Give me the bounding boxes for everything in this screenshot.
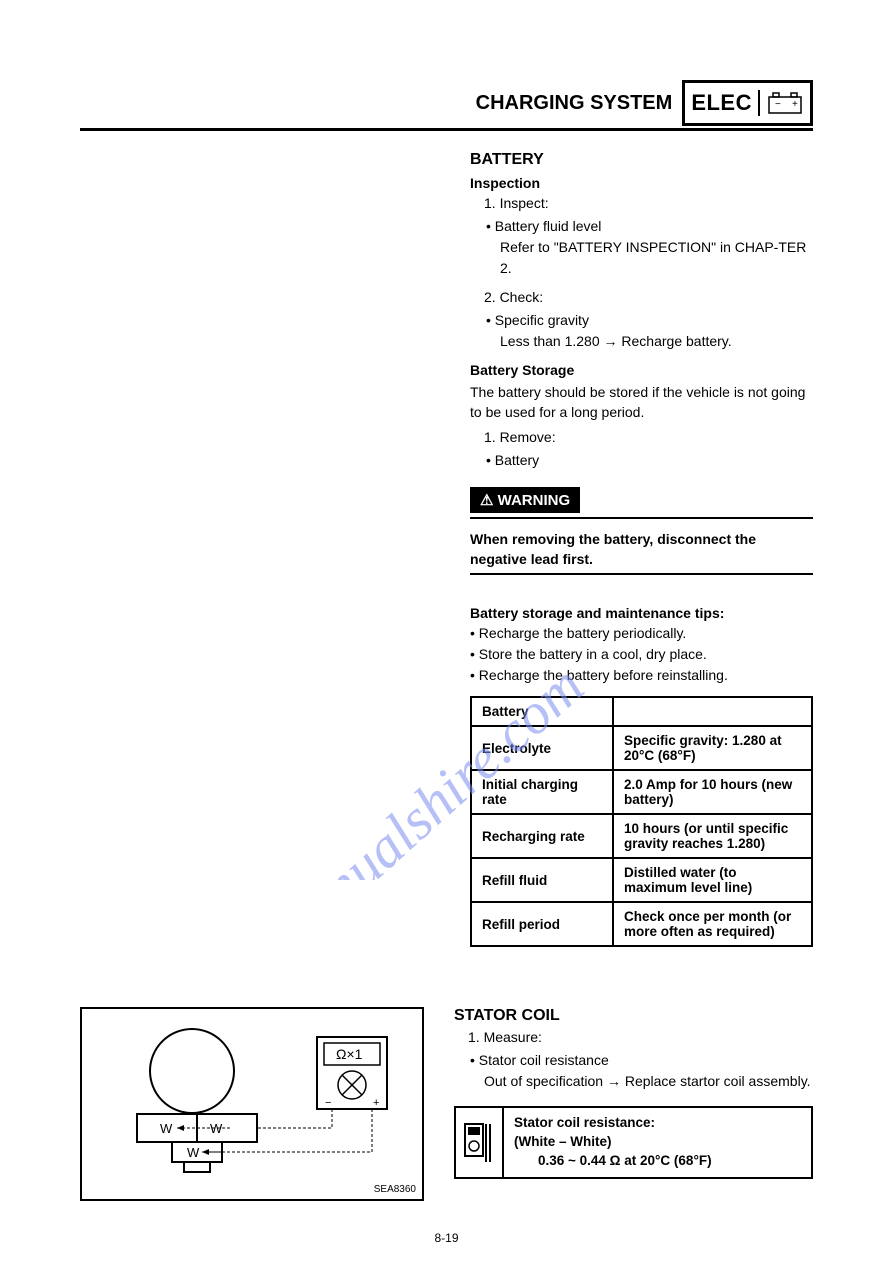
svg-text:W: W	[160, 1121, 173, 1136]
svg-text:Ω×1: Ω×1	[336, 1046, 363, 1062]
svg-text:W: W	[210, 1121, 223, 1136]
table-row: Initial charging rate 2.0 Amp for 10 hou…	[471, 770, 812, 814]
table-row: Refill fluid Distilled water (to maximum…	[471, 858, 812, 902]
warning-bottom-rule	[470, 573, 813, 575]
svg-text:−: −	[325, 1097, 331, 1109]
table-row: Electrolyte Specific gravity: 1.280 at 2…	[471, 726, 812, 770]
cell-label: Refill period	[471, 902, 613, 946]
header-box: ELEC − +	[682, 80, 813, 126]
header-title: CHARGING SYSTEM	[476, 92, 673, 115]
cell-label: Refill fluid	[471, 858, 613, 902]
main-content: BATTERY Inspection 1. Inspect: Battery f…	[470, 151, 813, 947]
battery-heading: BATTERY	[470, 151, 813, 169]
inspect-step2-detail: Less than 1.280 → Recharge battery.	[500, 331, 813, 352]
multimeter-icon	[456, 1108, 504, 1177]
resistance-heading: Stator coil resistance:	[514, 1114, 712, 1133]
inspect-step2-bullet: Specific gravity	[500, 310, 813, 331]
stator-heading: STATOR COIL	[454, 1007, 813, 1025]
svg-text:−: −	[775, 99, 781, 110]
cell-value	[613, 697, 812, 726]
stator-detail: Out of specification → Replace startor c…	[484, 1071, 813, 1092]
cell-value: Specific gravity: 1.280 at 20°C (68°F)	[613, 726, 812, 770]
inspect-step1-ref: Refer to "BATTERY INSPECTION" in CHAP-TE…	[500, 237, 813, 279]
stator-step1: 1. Measure:	[468, 1027, 813, 1048]
tips-heading: Battery storage and maintenance tips:	[470, 605, 813, 621]
svg-text:W: W	[187, 1145, 200, 1160]
storage-text: The battery should be stored if the vehi…	[470, 382, 813, 423]
stator-diagram: W W W Ω×1 − + SEA8360	[80, 1007, 424, 1201]
table-row: Recharging rate 10 hours (or until speci…	[471, 814, 812, 858]
warning-text: When removing the battery, disconnect th…	[470, 529, 813, 570]
header-box-label: ELEC	[685, 90, 760, 116]
cell-label: Initial charging rate	[471, 770, 613, 814]
stator-section: STATOR COIL 1. Measure: Stator coil resi…	[454, 1007, 813, 1201]
cell-value: 2.0 Amp for 10 hours (new battery)	[613, 770, 812, 814]
warning-label: ⚠ WARNING	[470, 487, 580, 513]
inspect-step1-bullet: Battery fluid level	[500, 216, 813, 237]
inspection-heading: Inspection	[470, 175, 813, 191]
table-row: Battery	[471, 697, 812, 726]
tip-2: Store the battery in a cool, dry place.	[484, 644, 813, 665]
battery-icon: − +	[760, 83, 810, 123]
tip-1: Recharge the battery periodically.	[484, 623, 813, 644]
storage-bullet: Battery	[500, 450, 813, 471]
table-row: Refill period Check once per month (or m…	[471, 902, 812, 946]
inspect-step1: 1. Inspect:	[484, 193, 813, 214]
page-header: CHARGING SYSTEM ELEC − +	[80, 80, 813, 131]
cell-value: 10 hours (or until specific gravity reac…	[613, 814, 812, 858]
stator-bullet: Stator coil resistance	[484, 1050, 813, 1071]
cell-label: Recharging rate	[471, 814, 613, 858]
resistance-value: 0.36 ~ 0.44 Ω at 20°C (68°F)	[538, 1152, 712, 1171]
cell-value: Check once per month (or more often as r…	[613, 902, 812, 946]
warning-top-rule	[470, 517, 813, 519]
storage-step1: 1. Remove:	[484, 427, 813, 448]
tip-3: Recharge the battery before reinstalling…	[484, 665, 813, 686]
cell-label: Electrolyte	[471, 726, 613, 770]
svg-text:+: +	[792, 99, 798, 110]
diagram-code: SEA8360	[374, 1184, 416, 1195]
resistance-box: Stator coil resistance: (White – White) …	[454, 1106, 813, 1179]
resistance-sub: (White – White)	[514, 1133, 712, 1152]
spec-table: Battery Electrolyte Specific gravity: 1.…	[470, 696, 813, 947]
svg-text:+: +	[373, 1097, 379, 1109]
resistance-text: Stator coil resistance: (White – White) …	[504, 1108, 722, 1177]
lower-section: W W W Ω×1 − + SEA8360	[80, 1007, 813, 1201]
storage-heading: Battery Storage	[470, 362, 813, 378]
cell-value: Distilled water (to maximum level line)	[613, 858, 812, 902]
page-number: 8-19	[80, 1231, 813, 1245]
inspect-step2: 2. Check:	[484, 287, 813, 308]
cell-label: Battery	[471, 697, 613, 726]
